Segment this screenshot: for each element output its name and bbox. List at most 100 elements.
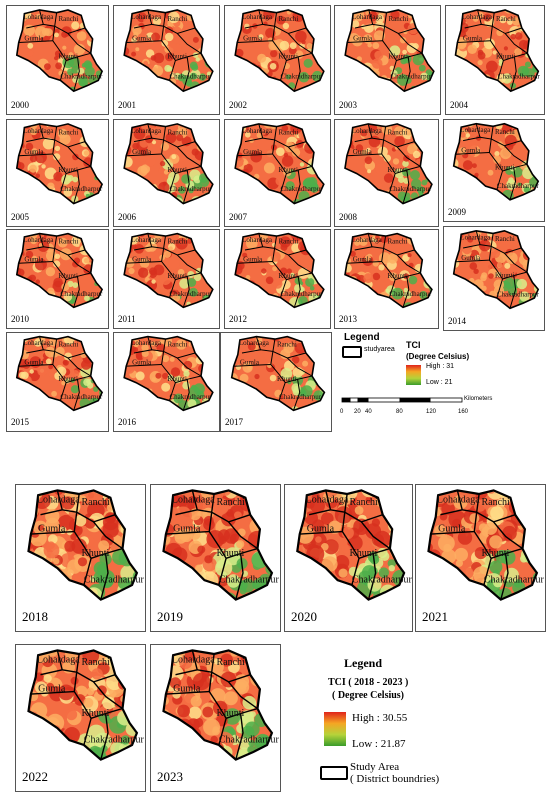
district-boundary xyxy=(396,254,421,274)
district-label-chakradharpur: Chakradharpur xyxy=(279,393,322,401)
district-boundary xyxy=(286,357,313,377)
study-area-sub: ( District boundries) xyxy=(350,773,440,785)
district-label-gumla: Gumla xyxy=(132,359,152,367)
district-boundary xyxy=(293,169,301,204)
study-area-boundary xyxy=(15,9,104,93)
district-label-chakradharpur: Chakradharpur xyxy=(352,575,413,586)
district-label-khunti: Khunti xyxy=(168,53,188,61)
district-boundary xyxy=(286,272,313,281)
district-boundary xyxy=(151,349,176,401)
district-label-gumla: Gumla xyxy=(461,147,481,155)
district-boundary xyxy=(402,276,410,308)
district-label-gumla: Gumla xyxy=(438,524,466,535)
study-area-boundary xyxy=(452,229,540,310)
district-boundary xyxy=(182,379,190,411)
map-panel-2017: Lohardaga Ranchi Gumla Khunti Chakradharpur 2… xyxy=(220,332,332,432)
district-label-gumla: Gumla xyxy=(24,148,44,156)
high-label: High : 30.55 xyxy=(352,712,408,724)
district-label-ranchi: Ranchi xyxy=(59,129,79,137)
district-boundary xyxy=(126,40,162,43)
tci-map-2002: Lohardaga Ranchi Gumla Khunti Chakradharpur xyxy=(234,9,325,93)
district-label-chakradharpur: Chakradharpur xyxy=(170,393,213,401)
district-label-ranchi: Ranchi xyxy=(388,238,408,246)
district-boundary xyxy=(383,236,415,256)
district-label-gumla: Gumla xyxy=(38,524,66,535)
district-boundary xyxy=(133,233,153,251)
district-label-chakradharpur: Chakradharpur xyxy=(281,185,324,193)
tci-map-2009: Lohardaga Ranchi Gumla Khunti Chakradharpur xyxy=(452,122,540,201)
district-boundary xyxy=(287,254,313,274)
district-label-chakradharpur: Chakradharpur xyxy=(60,290,103,298)
map-panel-2019: Lohardaga Ranchi Gumla Khunti Chakradharpur 2… xyxy=(150,484,281,632)
district-label-ranchi: Ranchi xyxy=(82,497,111,508)
district-label-khunti: Khunti xyxy=(388,272,408,280)
scale-tick-4: 120 xyxy=(426,409,437,415)
district-boundary xyxy=(197,669,227,746)
district-boundary xyxy=(262,137,287,194)
district-label-khunti: Khunti xyxy=(59,166,79,174)
high-label: High : 31 xyxy=(426,363,455,370)
tci-map-2012: Lohardaga Ranchi Gumla Khunti Chakradharpur xyxy=(234,232,325,309)
district-boundary xyxy=(397,33,423,54)
district-boundary xyxy=(54,12,86,35)
district-boundary xyxy=(346,153,382,157)
low-label: Low : 21 xyxy=(426,379,453,386)
district-label-ranchi: Ranchi xyxy=(168,238,188,246)
tci-map-2000: Lohardaga Ranchi Gumla Khunti Chakradharpur xyxy=(15,9,104,93)
district-boundary xyxy=(491,12,522,35)
district-boundary xyxy=(165,530,210,535)
district-boundary xyxy=(43,349,67,401)
district-label-gumla: Gumla xyxy=(243,256,263,264)
tci-title: TCI ( 2018 - 2023 ) xyxy=(328,677,409,688)
map-panel-2022: Lohardaga Ranchi Gumla Khunti Chakradharpur 2… xyxy=(15,644,146,792)
year-label: 2008 xyxy=(339,212,357,222)
district-label-ranchi: Ranchi xyxy=(389,15,409,23)
study-area-boundary xyxy=(162,649,274,761)
district-boundary xyxy=(490,126,522,147)
district-boundary xyxy=(383,126,415,148)
district-boundary xyxy=(262,23,287,81)
district-boundary xyxy=(372,23,397,81)
district-boundary xyxy=(228,681,258,710)
district-boundary xyxy=(481,23,504,81)
district-boundary xyxy=(396,146,421,167)
map-panel-2016: Lohardaga Ranchi Gumla Khunti Chakradharpur 2… xyxy=(113,332,220,432)
district-boundary xyxy=(462,509,492,586)
district-boundary xyxy=(403,56,411,92)
district-boundary xyxy=(175,375,202,384)
district-boundary xyxy=(285,375,313,384)
tci-map-2005: Lohardaga Ranchi Gumla Khunti Chakradharpur xyxy=(15,123,103,205)
study-area-boundary xyxy=(427,489,539,601)
district-boundary xyxy=(30,690,75,695)
district-boundary xyxy=(43,246,67,298)
district-boundary xyxy=(500,553,509,600)
study-area-swatch xyxy=(320,766,348,780)
district-boundary xyxy=(126,153,162,157)
year-label: 2013 xyxy=(339,314,357,324)
district-label-chakradharpur: Chakradharpur xyxy=(498,73,541,81)
study-area-boundary xyxy=(344,9,435,93)
district-boundary xyxy=(133,9,153,29)
district-label-khunti: Khunti xyxy=(59,53,79,61)
district-boundary xyxy=(126,364,162,367)
district-label-chakradharpur: Chakradharpur xyxy=(497,290,540,298)
year-label: 2005 xyxy=(11,212,29,222)
legend-title: Legend xyxy=(344,656,383,670)
district-label-khunti: Khunti xyxy=(168,375,188,383)
map-panel-2015: Lohardaga Ranchi Gumla Khunti Chakradharpur 2… xyxy=(6,332,109,432)
district-label-khunti: Khunti xyxy=(217,548,245,559)
district-label-khunti: Khunti xyxy=(168,272,188,280)
tci-map-2006: Lohardaga Ranchi Gumla Khunti Chakradharpur xyxy=(123,123,214,205)
study-area-boundary xyxy=(452,122,540,201)
district-label-ranchi: Ranchi xyxy=(59,15,79,23)
district-boundary xyxy=(133,123,153,143)
study-area-boundary xyxy=(123,232,214,309)
district-label-ranchi: Ranchi xyxy=(168,129,188,137)
district-boundary xyxy=(479,136,504,190)
district-label-lohardaga: Lohardaga xyxy=(462,13,493,21)
tci-title: TCI xyxy=(406,340,421,350)
year-label: 2009 xyxy=(448,207,466,217)
map-panel-2005: Lohardaga Ranchi Gumla Khunti Chakradharpur 2… xyxy=(6,119,109,227)
district-label-lohardaga: Lohardaga xyxy=(352,236,383,244)
map-panel-2020: Lohardaga Ranchi Gumla Khunti Chakradharpur 2… xyxy=(284,484,413,632)
